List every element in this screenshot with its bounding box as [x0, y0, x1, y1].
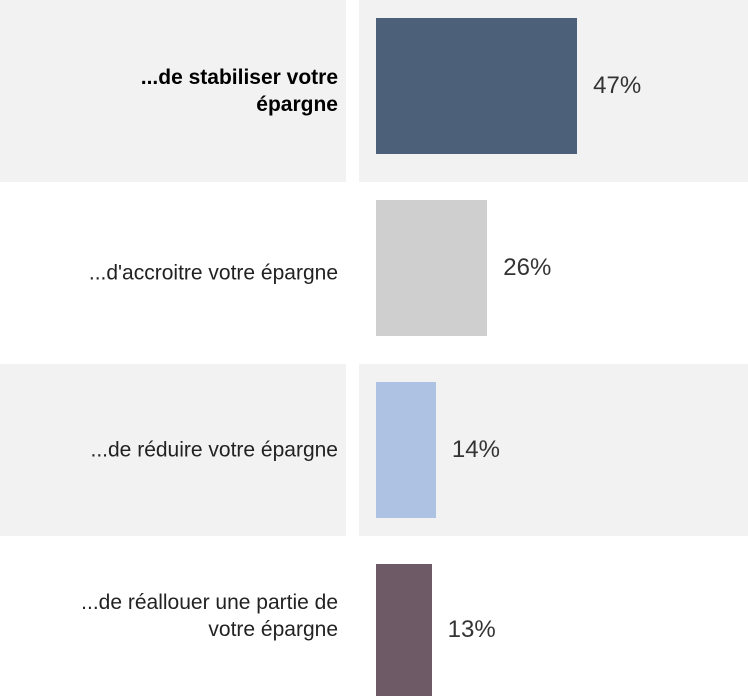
bar [376, 382, 436, 518]
label-cell: ...d'accroitre votre épargne [0, 182, 346, 364]
row: ...de réduire votre épargne [0, 364, 748, 536]
category-label: ...de réallouer une partie de votre épar… [81, 591, 338, 641]
bar [376, 200, 488, 336]
category-label: ...d'accroitre votre épargne [88, 261, 338, 285]
value-label: 13% [447, 616, 496, 643]
label-cell: ...de stabiliser votre épargne [0, 0, 346, 182]
label-cell: ...de réduire votre épargne [0, 364, 346, 536]
category-label: ...de réduire votre épargne [90, 438, 339, 462]
category-label: ...de stabiliser votre épargne [140, 66, 338, 116]
value-label: 14% [451, 436, 500, 463]
label-cell: ...de réallouer une partie de votre épar… [0, 536, 346, 696]
row: ...de réallouer une partie de votre épar… [0, 536, 748, 696]
bar [376, 18, 578, 154]
row: ...d'accroitre votre épargne [0, 182, 748, 364]
value-label: 47% [593, 72, 642, 99]
value-label: 26% [503, 254, 552, 281]
bar [376, 564, 432, 696]
